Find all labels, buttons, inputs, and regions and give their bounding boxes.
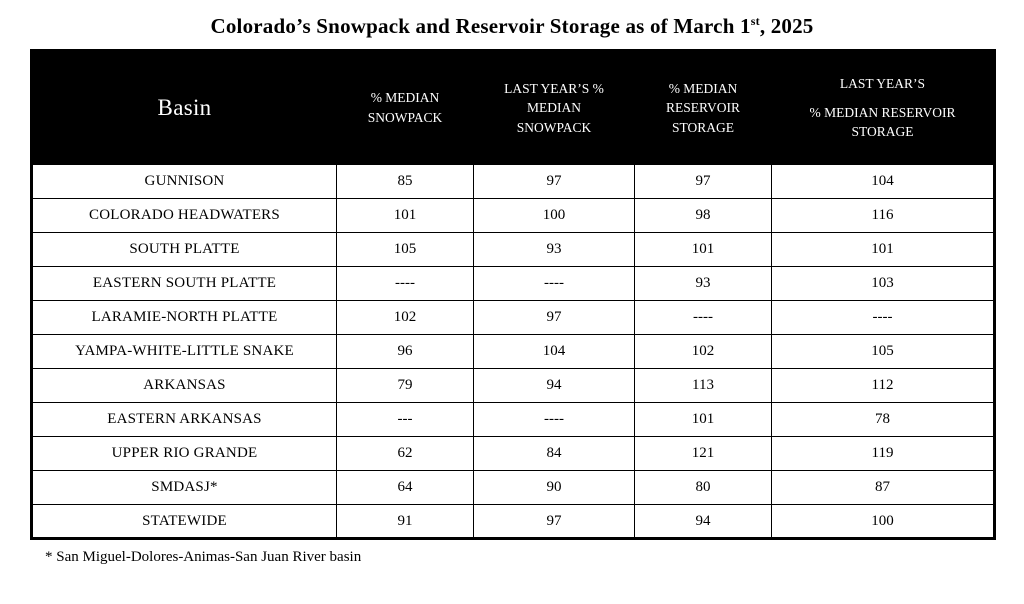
value-cell: 104	[771, 164, 995, 199]
value-cell: 96	[336, 334, 474, 369]
value-cell: 84	[473, 436, 635, 471]
basin-cell: UPPER RIO GRANDE	[31, 436, 337, 471]
table-row: STATEWIDE 91 97 94 100	[31, 504, 995, 539]
value-cell: 112	[771, 368, 995, 403]
value-cell: 104	[473, 334, 635, 369]
value-cell: 100	[473, 198, 635, 233]
header-last-year-reservoir-line1: LAST YEAR’S	[839, 76, 926, 92]
value-cell: 119	[771, 436, 995, 471]
value-cell: 93	[473, 232, 635, 267]
value-cell: 102	[634, 334, 772, 369]
value-cell: 101	[634, 402, 772, 437]
value-cell: 79	[336, 368, 474, 403]
header-row: Basin % MEDIAN SNOWPACK LAST YEAR’S % ME…	[31, 50, 995, 165]
page-title: Colorado’s Snowpack and Reservoir Storag…	[0, 14, 1024, 39]
value-cell: 105	[336, 232, 474, 267]
value-cell: ----	[473, 402, 635, 437]
footnote: * San Miguel-Dolores-Animas-San Juan Riv…	[45, 549, 362, 565]
value-cell: 97	[473, 300, 635, 335]
value-cell: 101	[336, 198, 474, 233]
value-cell: ----	[771, 300, 995, 335]
value-cell: 97	[473, 504, 635, 539]
value-cell: 87	[771, 470, 995, 505]
basin-cell: LARAMIE-NORTH PLATTE	[31, 300, 337, 335]
table-row: LARAMIE-NORTH PLATTE 102 97 ---- ----	[31, 300, 995, 335]
basin-cell: EASTERN SOUTH PLATTE	[31, 266, 337, 301]
value-cell: 103	[771, 266, 995, 301]
value-cell: 93	[634, 266, 772, 301]
basin-cell: GUNNISON	[31, 164, 337, 199]
value-cell: ----	[336, 266, 474, 301]
snowpack-reservoir-table: Basin % MEDIAN SNOWPACK LAST YEAR’S % ME…	[30, 49, 996, 540]
value-cell: 91	[336, 504, 474, 539]
basin-cell: SMDASJ*	[31, 470, 337, 505]
value-cell: 64	[336, 470, 474, 505]
basin-cell: STATEWIDE	[31, 504, 337, 539]
value-cell: ---	[336, 402, 474, 437]
table-row: SMDASJ* 64 90 80 87	[31, 470, 995, 505]
table-row: EASTERN ARKANSAS --- ---- 101 78	[31, 402, 995, 437]
header-basin: Basin	[31, 50, 337, 165]
table-row: UPPER RIO GRANDE 62 84 121 119	[31, 436, 995, 471]
table-row: EASTERN SOUTH PLATTE ---- ---- 93 103	[31, 266, 995, 301]
value-cell: 97	[473, 164, 635, 199]
header-median-reservoir: % MEDIAN RESERVOIR STORAGE	[634, 50, 772, 165]
value-cell: 102	[336, 300, 474, 335]
value-cell: 85	[336, 164, 474, 199]
value-cell: 101	[634, 232, 772, 267]
basin-cell: ARKANSAS	[31, 368, 337, 403]
value-cell: 80	[634, 470, 772, 505]
value-cell: 90	[473, 470, 635, 505]
value-cell: 97	[634, 164, 772, 199]
value-cell: 78	[771, 402, 995, 437]
table-row: GUNNISON 85 97 97 104	[31, 164, 995, 199]
value-cell: 94	[473, 368, 635, 403]
table-row: COLORADO HEADWATERS 101 100 98 116	[31, 198, 995, 233]
basin-cell: SOUTH PLATTE	[31, 232, 337, 267]
table-row: SOUTH PLATTE 105 93 101 101	[31, 232, 995, 267]
value-cell: 105	[771, 334, 995, 369]
header-last-year-snowpack: LAST YEAR’S % MEDIAN SNOWPACK	[473, 50, 635, 165]
value-cell: 98	[634, 198, 772, 233]
value-cell: 116	[771, 198, 995, 233]
value-cell: ----	[634, 300, 772, 335]
table-row: ARKANSAS 79 94 113 112	[31, 368, 995, 403]
table-row: YAMPA-WHITE-LITTLE SNAKE 96 104 102 105	[31, 334, 995, 369]
title-ordinal: st	[750, 14, 760, 28]
value-cell: 100	[771, 504, 995, 539]
value-cell: 113	[634, 368, 772, 403]
value-cell: 101	[771, 232, 995, 267]
title-suffix: , 2025	[759, 14, 814, 38]
title-main: Colorado’s Snowpack and Reservoir Storag…	[210, 14, 751, 38]
basin-cell: EASTERN ARKANSAS	[31, 402, 337, 437]
value-cell: 94	[634, 504, 772, 539]
header-median-snowpack: % MEDIAN SNOWPACK	[336, 50, 474, 165]
value-cell: 121	[634, 436, 772, 471]
basin-cell: YAMPA-WHITE-LITTLE SNAKE	[31, 334, 337, 369]
header-last-year-reservoir: LAST YEAR’S % MEDIAN RESERVOIR STORAGE	[771, 50, 995, 165]
value-cell: ----	[473, 266, 635, 301]
value-cell: 62	[336, 436, 474, 471]
basin-cell: COLORADO HEADWATERS	[31, 198, 337, 233]
header-last-year-reservoir-line2: % MEDIAN RESERVOIR STORAGE	[809, 104, 956, 140]
